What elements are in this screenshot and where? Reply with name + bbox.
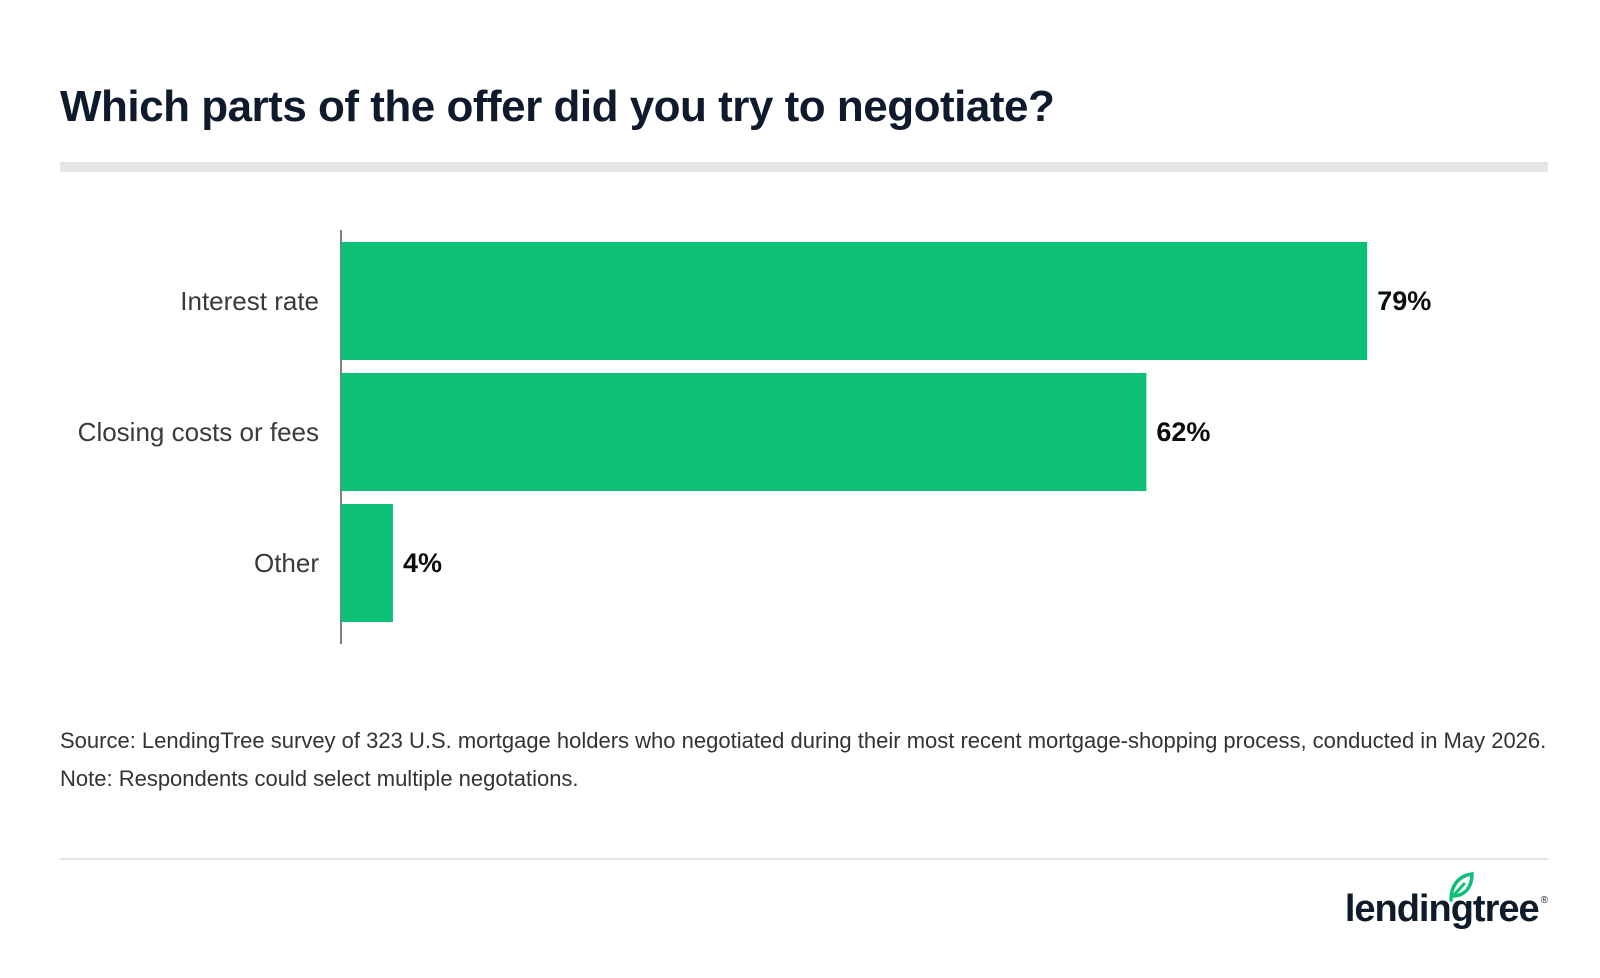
- logo-text: lendingtree: [1344, 888, 1540, 930]
- lendingtree-logo: lendingtree ®: [1344, 872, 1548, 930]
- logo-wordmark: lendingtree: [1344, 872, 1540, 930]
- category-label-1: Closing costs or fees: [78, 417, 319, 447]
- chart-title: Which parts of the offer did you try to …: [60, 82, 1055, 131]
- bar-0: [341, 242, 1368, 360]
- value-label-2: 4%: [403, 548, 442, 578]
- bar-chart-svg: Interest rate 79% Closing costs or fees 62%…: [78, 230, 1431, 644]
- value-label-0: 79%: [1377, 286, 1431, 316]
- source-note: Source: LendingTree survey of 323 U.S. m…: [60, 728, 1547, 791]
- bar-chart: Interest rate 79% Closing costs or fees 62%…: [78, 230, 1431, 644]
- registered-mark: ®: [1540, 895, 1548, 906]
- value-label-1: 62%: [1156, 417, 1210, 447]
- bar-1: [341, 373, 1147, 491]
- bar-2: [341, 504, 393, 622]
- category-label-0: Interest rate: [180, 286, 319, 316]
- footer-divider: [60, 858, 1548, 860]
- category-label-2: Other: [254, 548, 319, 578]
- leaf-icon: [1449, 872, 1474, 902]
- title-divider: [60, 162, 1548, 172]
